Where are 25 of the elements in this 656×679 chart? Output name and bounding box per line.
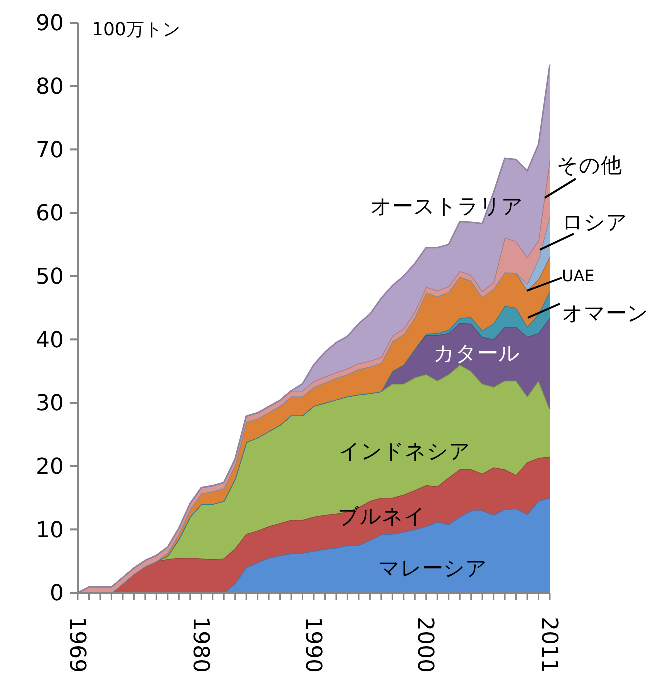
y-axis-title: 100万トン — [92, 19, 180, 40]
series-label: マレーシア — [378, 556, 488, 580]
y-tick-label: 0 — [50, 582, 64, 607]
x-tick-label: 2011 — [536, 617, 562, 673]
y-tick-label: 50 — [36, 265, 64, 290]
series-label: その他 — [557, 153, 622, 178]
series-label: オマーン — [562, 301, 649, 326]
series-label: ブルネイ — [338, 504, 426, 528]
y-tick-label: 20 — [36, 455, 64, 480]
x-tick-label: 2000 — [412, 617, 438, 673]
series-label: ロシア — [562, 210, 628, 234]
y-tick-label: 70 — [36, 138, 64, 164]
y-tick-label: 60 — [36, 202, 64, 227]
series-label: UAE — [562, 266, 595, 286]
y-tick-label: 90 — [36, 12, 64, 37]
series-label: オーストラリア — [370, 194, 524, 218]
series-label: インドネシア — [339, 439, 471, 464]
series-label: カタール — [434, 341, 520, 366]
y-tick-label: 40 — [36, 328, 64, 354]
x-tick-label: 1990 — [300, 617, 326, 673]
x-tick-label: 1969 — [64, 617, 90, 673]
y-tick-label: 10 — [36, 518, 64, 544]
y-tick-label: 80 — [36, 75, 64, 100]
x-tick-label: 1980 — [188, 617, 213, 673]
y-tick-label: 30 — [36, 392, 64, 417]
